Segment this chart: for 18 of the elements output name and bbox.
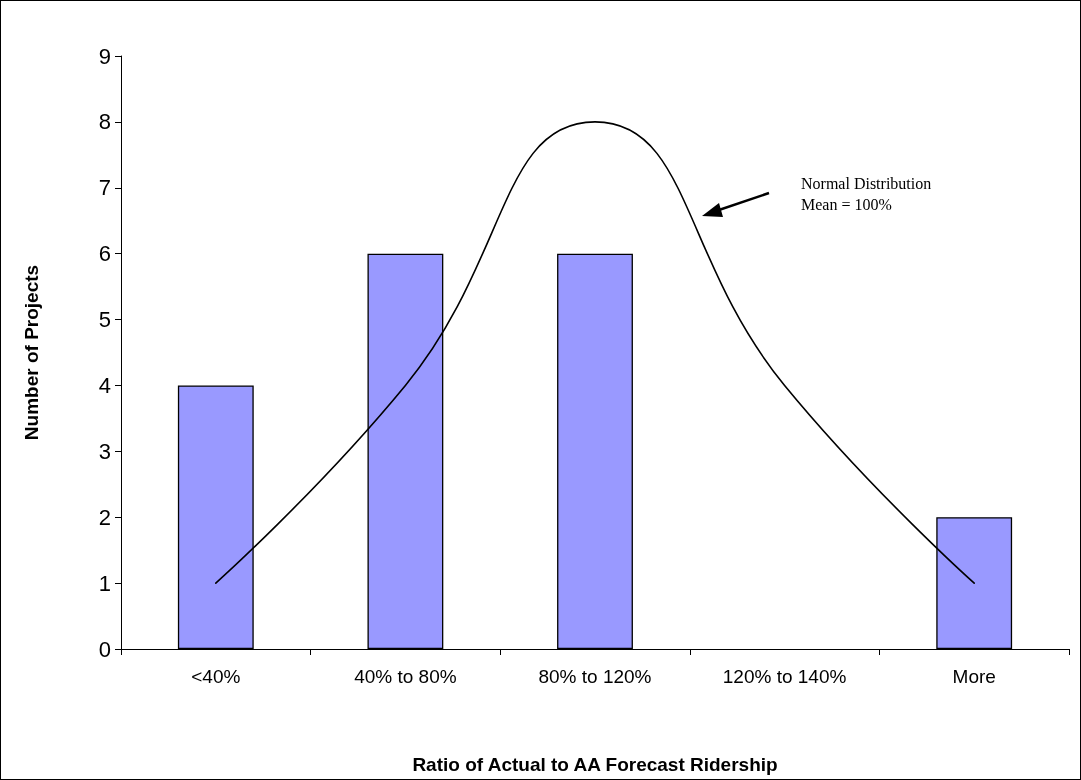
y-tick-label: 7 (98, 175, 111, 201)
x-axis-title: Ratio of Actual to AA Forecast Ridership (412, 754, 778, 775)
y-tick-label: 3 (98, 438, 111, 464)
y-tick-label: 4 (98, 372, 111, 398)
y-tick-label: 2 (98, 504, 111, 530)
x-tick-label: More (952, 666, 996, 687)
x-tick-label: 80% to 120% (538, 666, 652, 687)
y-tick-label: 6 (98, 241, 111, 267)
y-tick-label: 1 (98, 570, 111, 596)
y-tick-label: 9 (98, 43, 111, 69)
annotation: Normal Distribution Mean = 100% (801, 175, 932, 213)
y-axis-title: Number of Projects (21, 264, 42, 441)
x-tick-label: 40% to 80% (354, 666, 457, 687)
x-tick-label: <40% (191, 666, 241, 687)
y-tick-label: 0 (98, 636, 111, 662)
y-tick-label: 5 (98, 307, 111, 333)
y-tick-label: 8 (98, 109, 111, 135)
x-tick-label: 120% to 140% (722, 666, 847, 687)
